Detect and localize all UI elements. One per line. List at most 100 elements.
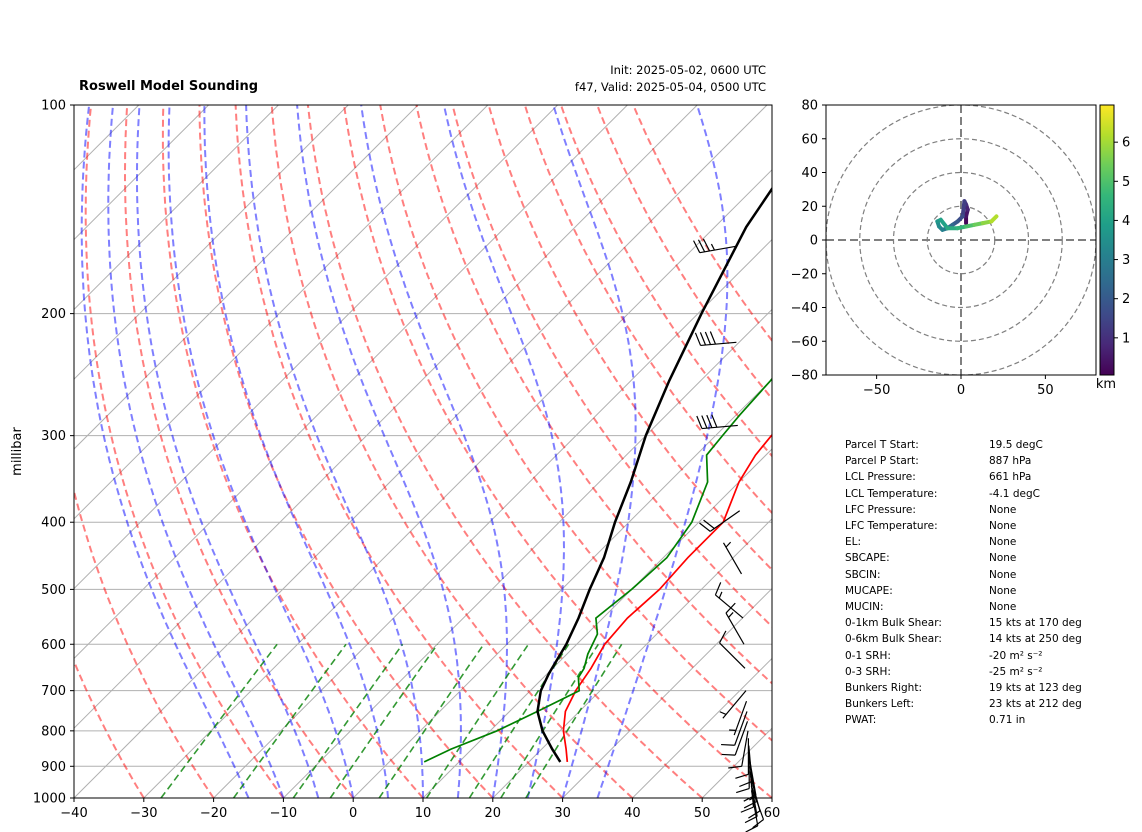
parameter-key: EL: bbox=[845, 536, 862, 549]
skewt-plot-area bbox=[74, 105, 772, 798]
colorbar-tick-label: 1 bbox=[1122, 331, 1130, 346]
temperature-line bbox=[562, 433, 772, 762]
moist-adiabat bbox=[245, 105, 424, 798]
temperature-tick-label: −30 bbox=[130, 806, 157, 821]
moist-adiabat bbox=[167, 105, 355, 798]
wind-barb bbox=[722, 541, 743, 575]
parameter-row: 0-1 SRH: -20 m² s⁻² bbox=[845, 648, 1082, 664]
parameter-value: None bbox=[989, 520, 1017, 533]
wind-barb bbox=[721, 721, 749, 756]
isotherm-line bbox=[213, 238, 772, 798]
valid-time: f47, Valid: 2025-05-04, 0500 UTC bbox=[574, 80, 766, 94]
hodograph-ring bbox=[859, 138, 1063, 342]
parameter-row: Parcel T Start: 19.5 degC bbox=[845, 437, 1082, 453]
parameter-value: 14 kts at 250 deg bbox=[989, 633, 1082, 646]
isotherm-line bbox=[74, 105, 209, 241]
dry-adiabat bbox=[632, 105, 772, 343]
moist-adiabat bbox=[296, 105, 462, 798]
hodograph-x-tick-label: 50 bbox=[1037, 383, 1054, 398]
parameter-key: SBCIN: bbox=[845, 568, 881, 581]
parameter-key: PWAT: bbox=[845, 714, 877, 727]
isotherm-line bbox=[74, 105, 349, 380]
parameter-value: 23 kts at 212 deg bbox=[989, 698, 1082, 711]
wind-barb bbox=[721, 711, 748, 746]
parameter-value: None bbox=[989, 536, 1017, 549]
moist-adiabat bbox=[203, 105, 390, 798]
parameter-key: LCL Pressure: bbox=[845, 471, 916, 484]
parameter-key: Bunkers Left: bbox=[845, 698, 915, 711]
parameter-value: 19 kts at 123 deg bbox=[989, 682, 1082, 695]
parameter-row: Bunkers Left: 23 kts at 212 deg bbox=[845, 696, 1082, 712]
parameter-key: 0-1km Bulk Shear: bbox=[845, 617, 942, 630]
parameter-key: 0-1 SRH: bbox=[845, 649, 891, 662]
dry-adiabat bbox=[124, 105, 354, 798]
parameter-row: MUCAPE: None bbox=[845, 583, 1082, 599]
parameter-row: PWAT: 0.71 in bbox=[845, 712, 1082, 728]
parameter-row: EL: None bbox=[845, 534, 1082, 550]
parameter-key: LFC Temperature: bbox=[845, 520, 938, 533]
dry-adiabat bbox=[198, 105, 494, 798]
hodograph-y-tick-label: 60 bbox=[801, 132, 818, 147]
pressure-tick-label: 400 bbox=[41, 516, 66, 531]
chart-title: Roswell Model Sounding bbox=[79, 79, 259, 94]
pressure-tick-label: 600 bbox=[41, 638, 66, 653]
parameter-value: None bbox=[989, 584, 1017, 597]
dry-adiabat bbox=[306, 105, 703, 798]
temperature-tick-label: −40 bbox=[60, 806, 87, 821]
temperature-tick-label: 20 bbox=[485, 806, 502, 821]
isotherm-line bbox=[562, 587, 772, 798]
isotherm-line bbox=[143, 169, 772, 798]
parameter-row: LFC Temperature: None bbox=[845, 518, 1082, 534]
parameter-key: 0-3 SRH: bbox=[845, 665, 891, 678]
mixing-ratio-line bbox=[525, 643, 623, 798]
temperature-tick-label: 10 bbox=[415, 806, 432, 821]
dewpoint-line bbox=[423, 377, 772, 763]
wind-barb bbox=[699, 510, 741, 532]
isotherm-line bbox=[74, 105, 419, 450]
parameter-table: Parcel T Start: 19.5 degC Parcel P Start: 8… bbox=[845, 437, 1082, 729]
parameter-row: 0-3 SRH: -25 m² s⁻² bbox=[845, 664, 1082, 680]
colorbar-tick-label: 6 bbox=[1122, 136, 1130, 151]
temperature-tick-label: 50 bbox=[694, 806, 711, 821]
colorbar-label: km bbox=[1096, 377, 1116, 392]
dry-adiabat bbox=[415, 105, 772, 685]
parameter-value: -20 m² s⁻² bbox=[989, 649, 1043, 662]
parameter-value: -4.1 degC bbox=[989, 487, 1040, 500]
parameter-value: 887 hPa bbox=[989, 455, 1032, 468]
hodograph-segment bbox=[989, 214, 999, 224]
wind-barb bbox=[696, 414, 738, 430]
parameter-key: Parcel P Start: bbox=[845, 455, 919, 468]
hodograph-y-tick-label: 20 bbox=[801, 200, 818, 215]
moist-adiabat bbox=[442, 105, 566, 798]
y-axis-label: millibar bbox=[10, 427, 25, 476]
pressure-tick-label: 700 bbox=[41, 684, 66, 699]
wind-barb bbox=[694, 331, 737, 347]
parameter-row: SBCIN: None bbox=[845, 567, 1082, 583]
colorbar-tick-label: 4 bbox=[1122, 214, 1130, 229]
hodograph-y-tick-label: 40 bbox=[801, 166, 818, 181]
temperature-tick-label: 40 bbox=[624, 806, 641, 821]
dry-adiabat bbox=[523, 105, 772, 515]
wind-barb bbox=[719, 690, 747, 719]
temperature-tick-label: 60 bbox=[764, 806, 781, 821]
dry-adiabat bbox=[596, 105, 772, 401]
dry-adiabat bbox=[270, 105, 634, 798]
dry-adiabat bbox=[379, 105, 772, 742]
parameter-value: None bbox=[989, 552, 1017, 565]
isotherm-line bbox=[74, 105, 279, 311]
parameter-row: LCL Temperature: -4.1 degC bbox=[845, 486, 1082, 502]
hodograph-y-tick-label: −80 bbox=[791, 369, 818, 384]
mixing-ratio-line bbox=[232, 643, 347, 798]
init-time: Init: 2025-05-02, 0600 UTC bbox=[610, 63, 766, 77]
parameter-row: Parcel P Start: 887 hPa bbox=[845, 453, 1082, 469]
hodograph-x-tick-label: 0 bbox=[957, 383, 965, 398]
parameter-key: 0-6km Bulk Shear: bbox=[845, 633, 942, 646]
parameter-key: MUCIN: bbox=[845, 601, 884, 614]
parameter-key: Bunkers Right: bbox=[845, 682, 922, 695]
wind-barb bbox=[719, 630, 746, 669]
isotherm-line bbox=[632, 657, 772, 798]
moist-adiabat bbox=[596, 105, 729, 798]
parcel-profile-line bbox=[536, 186, 772, 763]
